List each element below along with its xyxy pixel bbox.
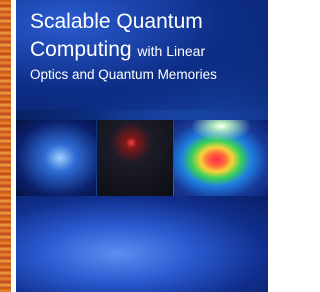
title-subline: with Linear (137, 43, 205, 59)
spine-strip (0, 0, 11, 292)
photo-laser (97, 120, 173, 196)
cover: Scalable Quantum Computing with Linear O… (16, 0, 268, 292)
book-cover-page: Scalable Quantum Computing with Linear O… (0, 0, 268, 292)
title-line: Scalable Quantum (30, 10, 203, 34)
title-line: Optics and Quantum Memories (30, 67, 217, 82)
title-line: Computing with Linear (30, 38, 205, 62)
background-haze (16, 196, 268, 292)
title-word: Computing (30, 38, 132, 61)
photo-optics (16, 120, 96, 196)
photo-highlight (174, 120, 268, 150)
